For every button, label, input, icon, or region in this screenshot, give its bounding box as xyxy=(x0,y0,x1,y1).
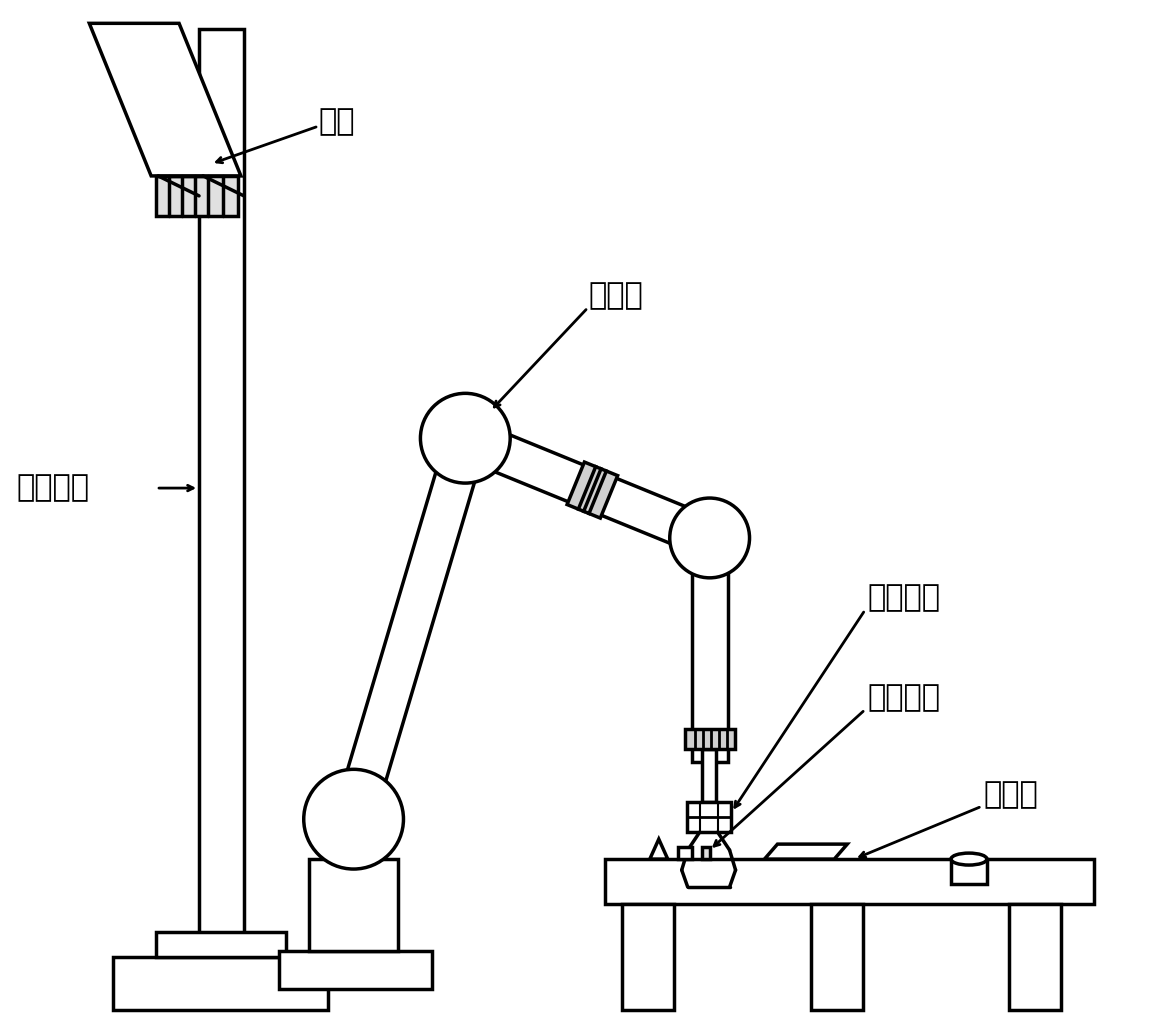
Ellipse shape xyxy=(951,853,986,865)
Bar xyxy=(199,29,244,957)
Bar xyxy=(678,847,692,859)
Bar xyxy=(605,859,1094,904)
Bar xyxy=(1008,904,1060,1009)
Text: 相机: 相机 xyxy=(319,107,356,136)
Bar xyxy=(811,904,863,1009)
Circle shape xyxy=(304,770,403,869)
Bar xyxy=(621,904,673,1009)
Bar xyxy=(308,859,398,950)
Text: 工作台: 工作台 xyxy=(984,780,1038,809)
Polygon shape xyxy=(567,462,618,519)
Bar xyxy=(687,803,731,833)
Polygon shape xyxy=(702,847,709,859)
Bar xyxy=(702,749,716,803)
Text: 相机支架: 相机支架 xyxy=(16,473,90,503)
Bar xyxy=(951,859,986,884)
Polygon shape xyxy=(650,839,668,859)
Polygon shape xyxy=(457,419,717,557)
Text: 机器人: 机器人 xyxy=(588,281,642,310)
Bar xyxy=(278,950,432,989)
Polygon shape xyxy=(156,176,238,216)
Bar xyxy=(113,957,328,1009)
Polygon shape xyxy=(335,438,484,825)
Text: 被抓物品: 被抓物品 xyxy=(867,683,940,712)
Circle shape xyxy=(670,498,750,577)
Circle shape xyxy=(420,394,511,483)
Text: 电动手爪: 电动手爪 xyxy=(867,584,940,613)
Bar xyxy=(685,729,735,749)
Polygon shape xyxy=(89,24,241,176)
Polygon shape xyxy=(765,844,848,859)
Bar xyxy=(156,932,285,957)
Bar xyxy=(692,538,728,762)
